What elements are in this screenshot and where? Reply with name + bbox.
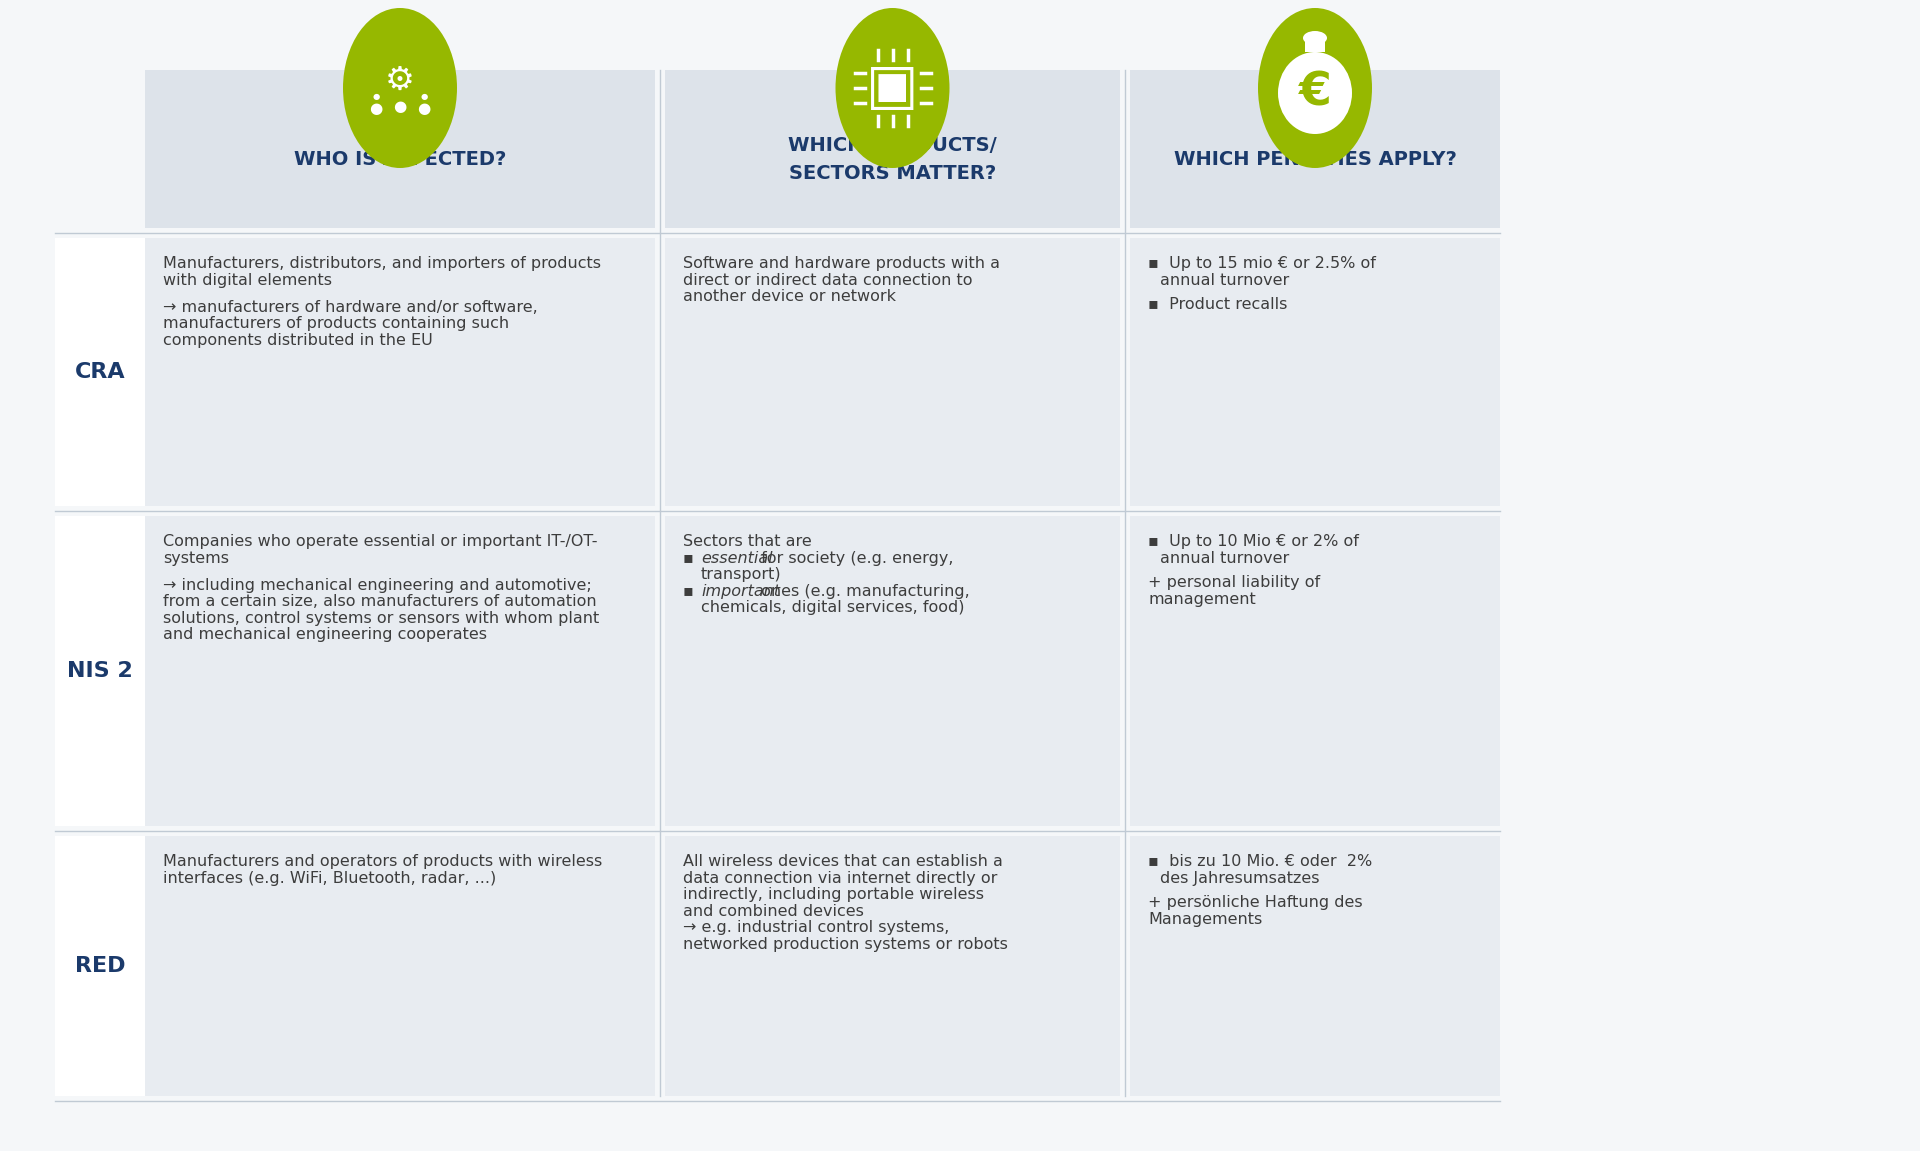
FancyBboxPatch shape bbox=[146, 516, 655, 826]
Text: direct or indirect data connection to: direct or indirect data connection to bbox=[684, 273, 973, 288]
Text: ▪  Product recalls: ▪ Product recalls bbox=[1148, 297, 1288, 312]
FancyBboxPatch shape bbox=[664, 238, 1119, 506]
Text: ▣: ▣ bbox=[866, 61, 920, 115]
Text: ▪  bis zu 10 Mio. € oder  2%: ▪ bis zu 10 Mio. € oder 2% bbox=[1148, 854, 1373, 869]
Text: ▪: ▪ bbox=[684, 584, 705, 599]
Ellipse shape bbox=[1279, 52, 1352, 134]
Text: manufacturers of products containing such: manufacturers of products containing suc… bbox=[163, 317, 509, 331]
Text: ●: ● bbox=[417, 100, 430, 115]
Ellipse shape bbox=[344, 8, 457, 168]
Text: Manufacturers, distributors, and importers of products: Manufacturers, distributors, and importe… bbox=[163, 256, 601, 270]
Text: CRA: CRA bbox=[75, 363, 125, 382]
FancyBboxPatch shape bbox=[146, 70, 655, 228]
FancyBboxPatch shape bbox=[56, 238, 146, 506]
Text: ▪  Up to 10 Mio € or 2% of: ▪ Up to 10 Mio € or 2% of bbox=[1148, 534, 1359, 549]
FancyBboxPatch shape bbox=[1306, 41, 1325, 52]
Text: and mechanical engineering cooperates: and mechanical engineering cooperates bbox=[163, 627, 488, 642]
Text: networked production systems or robots: networked production systems or robots bbox=[684, 937, 1008, 952]
Text: chemicals, digital services, food): chemicals, digital services, food) bbox=[701, 600, 964, 615]
FancyBboxPatch shape bbox=[56, 836, 146, 1096]
Text: interfaces (e.g. WiFi, Bluetooth, radar, ...): interfaces (e.g. WiFi, Bluetooth, radar,… bbox=[163, 870, 495, 885]
Text: components distributed in the EU: components distributed in the EU bbox=[163, 333, 432, 348]
Text: ●: ● bbox=[369, 100, 382, 115]
Text: Software and hardware products with a: Software and hardware products with a bbox=[684, 256, 1000, 270]
FancyBboxPatch shape bbox=[146, 238, 655, 506]
Text: another device or network: another device or network bbox=[684, 289, 897, 304]
Text: €: € bbox=[1298, 70, 1331, 115]
Text: from a certain size, also manufacturers of automation: from a certain size, also manufacturers … bbox=[163, 594, 597, 609]
FancyBboxPatch shape bbox=[664, 836, 1119, 1096]
Text: Companies who operate essential or important IT-/OT-: Companies who operate essential or impor… bbox=[163, 534, 597, 549]
Text: WHICH PENALTIES APPLY?: WHICH PENALTIES APPLY? bbox=[1173, 150, 1457, 168]
Text: → including mechanical engineering and automotive;: → including mechanical engineering and a… bbox=[163, 578, 591, 593]
Text: important: important bbox=[701, 584, 780, 599]
Text: Manufacturers and operators of products with wireless: Manufacturers and operators of products … bbox=[163, 854, 603, 869]
Text: + persönliche Haftung des: + persönliche Haftung des bbox=[1148, 895, 1363, 910]
FancyBboxPatch shape bbox=[1131, 70, 1500, 228]
Text: essential: essential bbox=[701, 550, 772, 565]
Text: annual turnover: annual turnover bbox=[1160, 273, 1288, 288]
FancyBboxPatch shape bbox=[1131, 836, 1500, 1096]
Text: Sectors that are: Sectors that are bbox=[684, 534, 812, 549]
Text: management: management bbox=[1148, 592, 1256, 607]
Text: solutions, control systems or sensors with whom plant: solutions, control systems or sensors wi… bbox=[163, 611, 599, 626]
Text: + personal liability of: + personal liability of bbox=[1148, 576, 1321, 590]
Text: Managements: Managements bbox=[1148, 912, 1261, 927]
Text: systems: systems bbox=[163, 550, 228, 565]
Ellipse shape bbox=[835, 8, 950, 168]
Text: ●: ● bbox=[372, 91, 380, 100]
Text: ⚙: ⚙ bbox=[386, 63, 415, 97]
Text: transport): transport) bbox=[701, 567, 781, 582]
FancyBboxPatch shape bbox=[664, 70, 1119, 228]
FancyBboxPatch shape bbox=[146, 836, 655, 1096]
FancyBboxPatch shape bbox=[664, 516, 1119, 826]
Ellipse shape bbox=[1304, 31, 1327, 45]
Ellipse shape bbox=[1258, 8, 1373, 168]
Text: des Jahresumsatzes: des Jahresumsatzes bbox=[1160, 870, 1319, 885]
Text: RED: RED bbox=[75, 956, 125, 976]
FancyBboxPatch shape bbox=[1131, 516, 1500, 826]
Text: All wireless devices that can establish a: All wireless devices that can establish … bbox=[684, 854, 1002, 869]
Text: ▪  Up to 15 mio € or 2.5% of: ▪ Up to 15 mio € or 2.5% of bbox=[1148, 256, 1377, 270]
Text: WHICH PRODUCTS/
SECTORS MATTER?: WHICH PRODUCTS/ SECTORS MATTER? bbox=[787, 136, 996, 183]
Text: ▪: ▪ bbox=[684, 550, 705, 565]
Text: ●: ● bbox=[420, 91, 428, 100]
Text: data connection via internet directly or: data connection via internet directly or bbox=[684, 870, 996, 885]
Text: ●: ● bbox=[394, 99, 407, 114]
FancyBboxPatch shape bbox=[56, 516, 146, 826]
Text: with digital elements: with digital elements bbox=[163, 273, 332, 288]
Text: WHO IS AFFECTED?: WHO IS AFFECTED? bbox=[294, 150, 507, 168]
Text: indirectly, including portable wireless: indirectly, including portable wireless bbox=[684, 887, 983, 902]
Text: → e.g. industrial control systems,: → e.g. industrial control systems, bbox=[684, 920, 948, 935]
Text: NIS 2: NIS 2 bbox=[67, 661, 132, 681]
Text: → manufacturers of hardware and/or software,: → manufacturers of hardware and/or softw… bbox=[163, 299, 538, 314]
Text: annual turnover: annual turnover bbox=[1160, 550, 1288, 565]
Text: ones (e.g. manufacturing,: ones (e.g. manufacturing, bbox=[756, 584, 970, 599]
Text: and combined devices: and combined devices bbox=[684, 904, 864, 918]
Text: for society (e.g. energy,: for society (e.g. energy, bbox=[756, 550, 954, 565]
FancyBboxPatch shape bbox=[1131, 238, 1500, 506]
